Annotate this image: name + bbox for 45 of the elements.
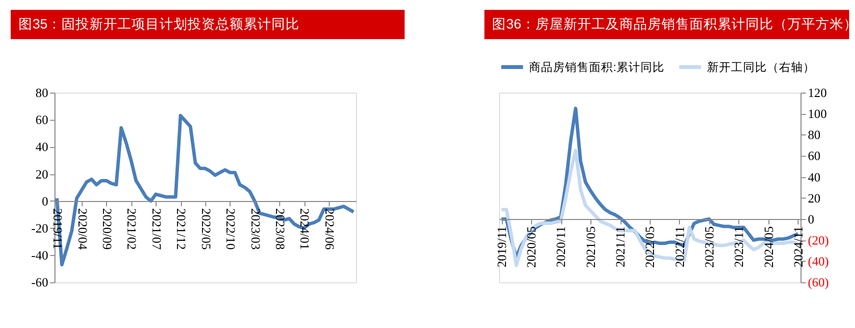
y-tick-label: -60 — [31, 276, 48, 290]
x-tick-label: 2020/11 — [554, 226, 568, 268]
x-tick-label: 2022/05 — [198, 208, 213, 250]
x-tick-label: 2020/09 — [100, 208, 114, 250]
y2-tick-label: 40 — [808, 170, 820, 184]
x-tick-label: 2021/02 — [124, 208, 139, 250]
y-tick-label: 0 — [42, 194, 48, 208]
y2-tick-label: 60 — [808, 149, 820, 164]
x-tick-label: 2024/01 — [298, 208, 312, 250]
x-tick-label: 2021/05 — [584, 226, 598, 268]
x-tick-label: 2021/12 — [174, 208, 188, 250]
y-tick-label: 80 — [36, 86, 48, 100]
y2-tick-label: 20 — [808, 191, 820, 206]
y-tick-label: 40 — [36, 140, 48, 154]
y-tick-label: -40 — [31, 248, 48, 263]
x-tick-label: 2022/11 — [672, 226, 687, 268]
x-tick-label: 2019/11 — [494, 226, 509, 268]
x-tick-label: 2024/11 — [791, 226, 806, 268]
y2-tick-label: (20) — [808, 234, 829, 248]
y2-tick-label: 120 — [808, 86, 827, 100]
chart-title: 图36：房屋新开工及商品房销售面积累计同比（万平方米） — [492, 16, 855, 32]
x-tick-label: 2024/06 — [322, 208, 336, 250]
y2-tick-label: 80 — [808, 128, 820, 142]
x-tick-label: 2023/03 — [248, 208, 262, 250]
y-tick-label: 60 — [36, 113, 48, 128]
x-tick-label: 2019/11 — [50, 208, 65, 250]
x-tick-label: 2023/11 — [732, 226, 746, 268]
y2-tick-label: 100 — [808, 107, 827, 122]
legend-label: 商品房销售面积:累计同比 — [529, 60, 664, 74]
chart-title: 图35：固投新开工项目计划投资总额累计同比 — [18, 16, 300, 32]
x-tick-label: 2023/05 — [702, 226, 716, 268]
x-tick-label: 2020/05 — [524, 226, 538, 268]
legend-label: 新开工同比（右轴） — [707, 60, 816, 74]
x-tick-label: 2023/08 — [272, 208, 287, 250]
y2-tick-label: 0 — [808, 212, 814, 226]
y2-tick-label: (60) — [808, 276, 829, 290]
y-tick-label: -20 — [31, 221, 48, 236]
x-tick-label: 2022/10 — [224, 208, 238, 250]
x-tick-label: 2022/05 — [643, 226, 658, 268]
x-tick-label: 2024/05 — [762, 226, 776, 268]
y2-tick-label: (40) — [808, 254, 829, 269]
x-tick-label: 2021/11 — [613, 226, 628, 268]
x-tick-label: 2021/07 — [149, 208, 164, 250]
x-tick-label: 2020/04 — [75, 208, 90, 250]
y-tick-label: 20 — [36, 167, 48, 182]
